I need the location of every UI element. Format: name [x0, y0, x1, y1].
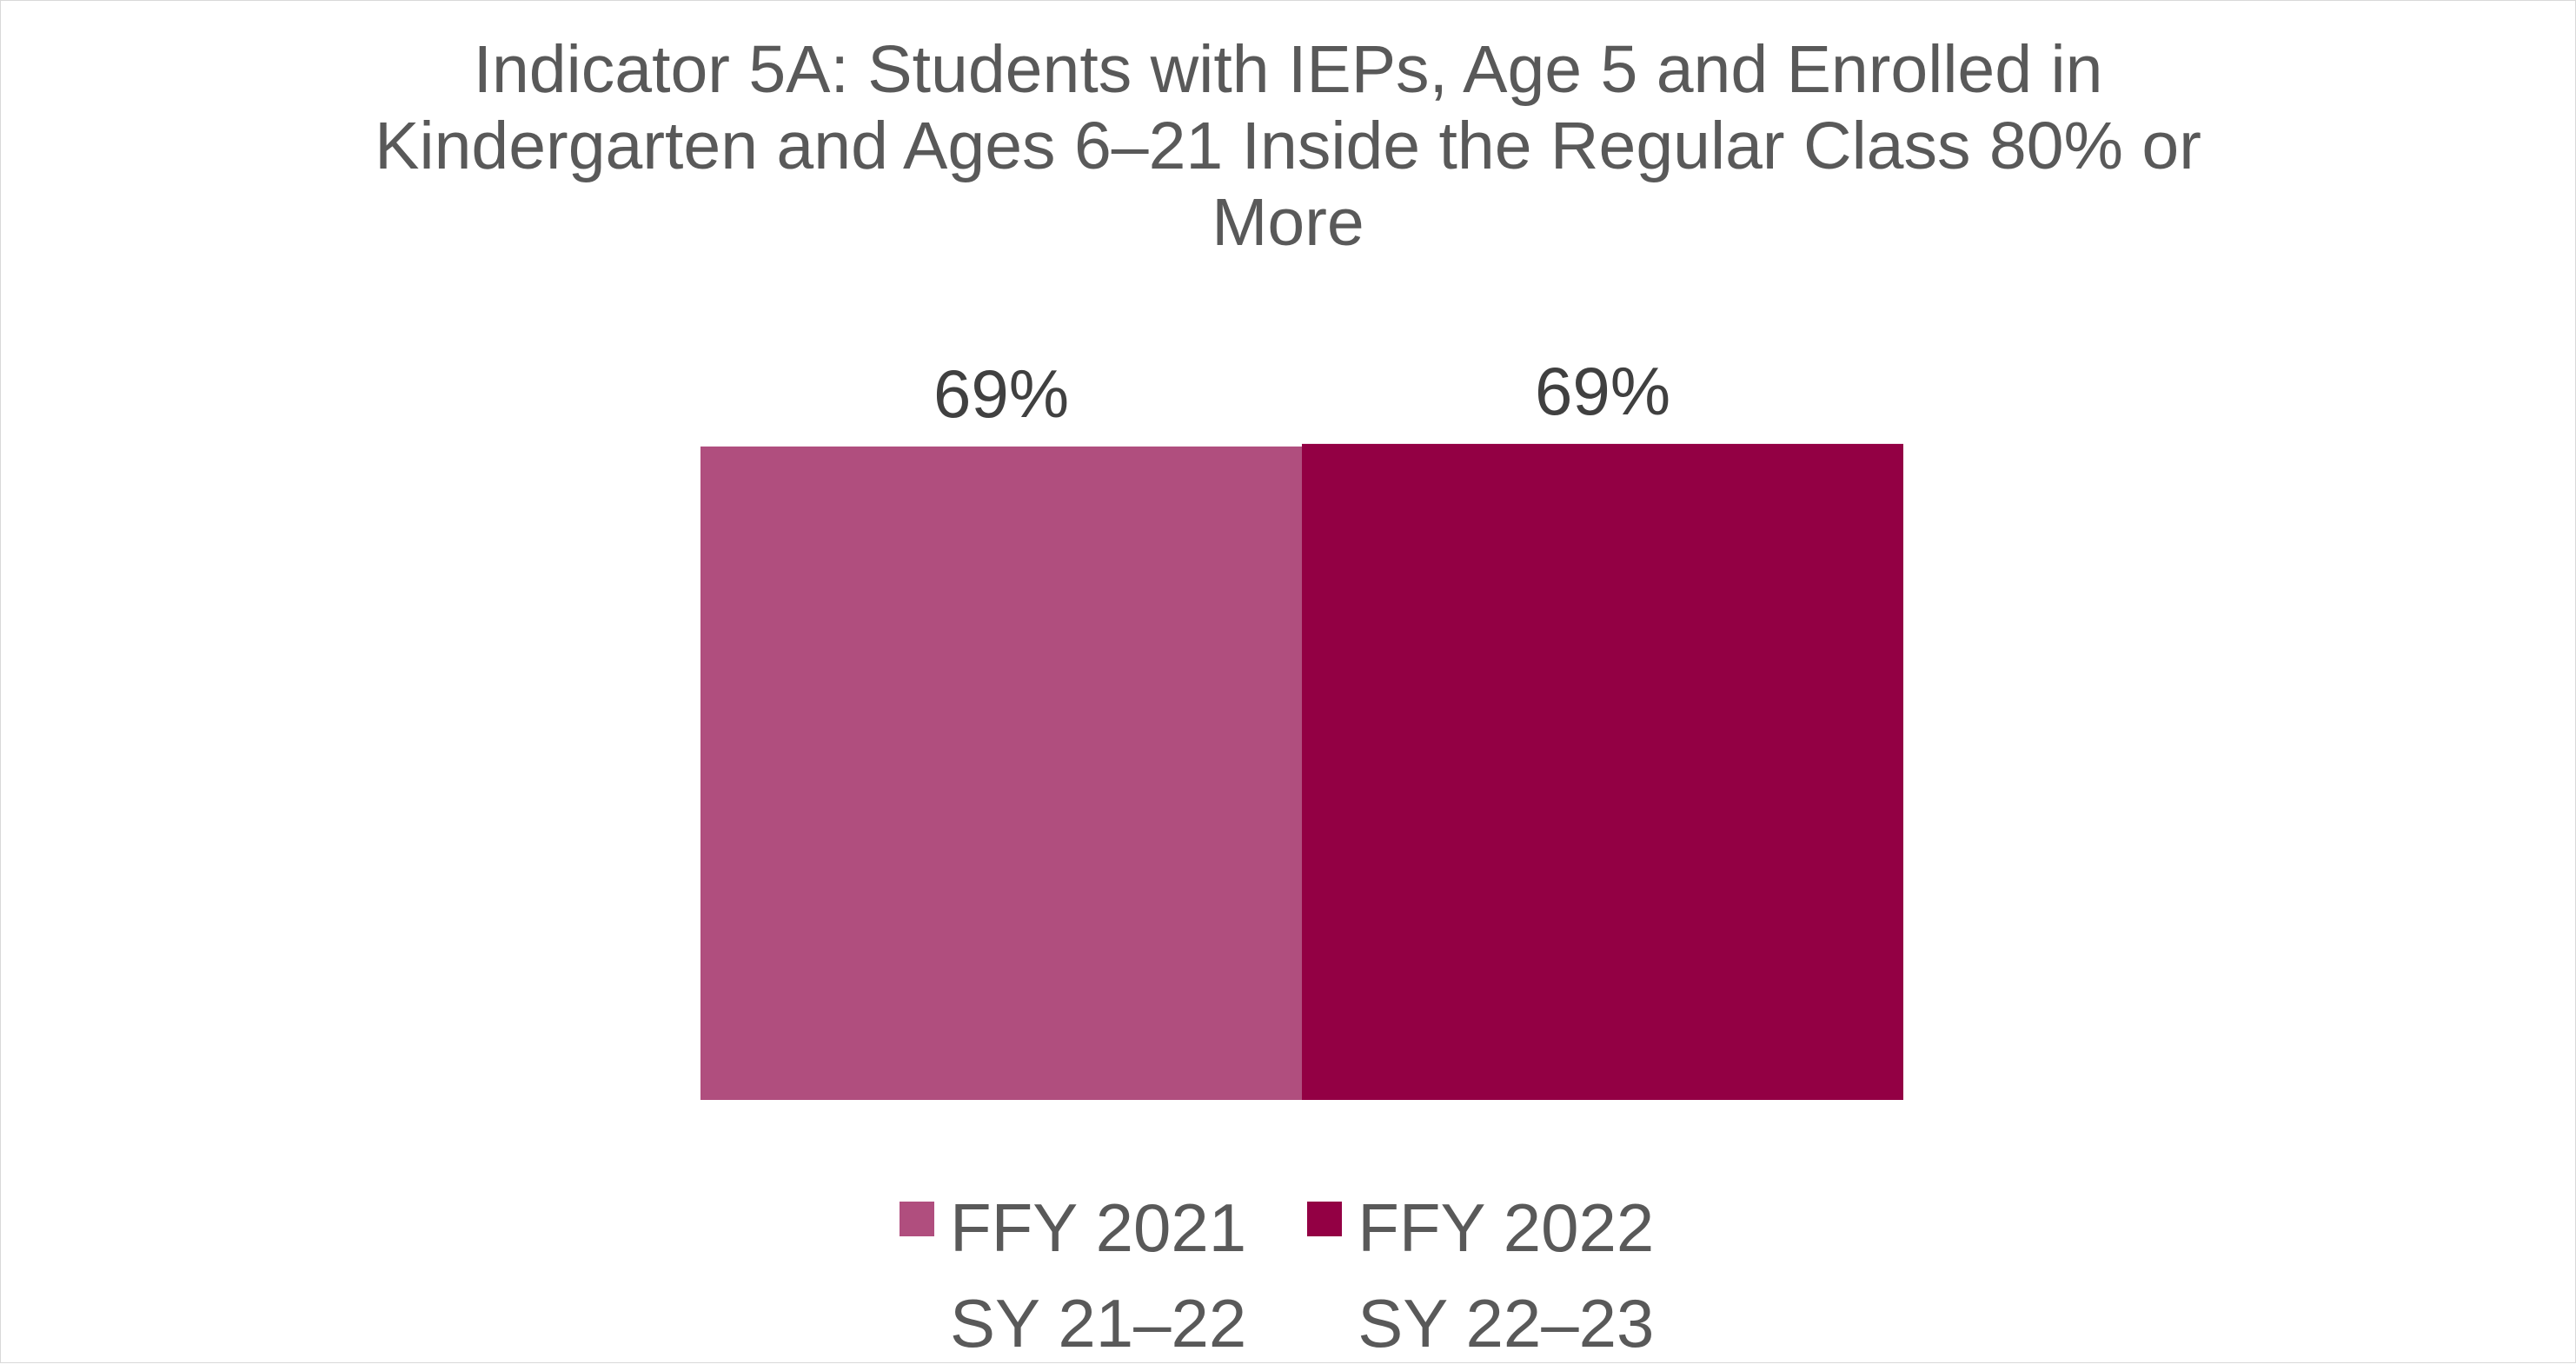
legend-item-ffy-2022: FFY 2022 SY 22–23 — [1307, 1180, 1654, 1371]
legend-label-ffy-2021-line-2: SY 21–22 — [950, 1285, 1247, 1361]
chart-title-line-1: Indicator 5A: Students with IEPs, Age 5 … — [473, 32, 2103, 107]
data-label-2: 69% — [1535, 353, 1670, 429]
bar-2 — [1302, 443, 1903, 1100]
bar-1 — [700, 446, 1302, 1100]
legend-label-ffy-2022-line-1: FFY 2022 — [1358, 1189, 1655, 1266]
chart-title-line-2: Kindergarten and Ages 6–21 Inside the Re… — [375, 109, 2201, 183]
legend-label-ffy-2021: FFY 2021 SY 21–22 — [950, 1180, 1246, 1371]
legend-label-ffy-2022: FFY 2022 SY 22–23 — [1358, 1180, 1654, 1371]
data-label-1: 69% — [933, 355, 1069, 432]
legend-swatch-ffy-2021 — [900, 1202, 934, 1236]
chart-legend: FFY 2021 SY 21–22 FFY 2022 SY 22–23 — [900, 1180, 1654, 1371]
legend-label-ffy-2022-line-2: SY 22–23 — [1358, 1285, 1655, 1361]
chart-title-line-3: More — [1212, 185, 1364, 260]
legend-item-ffy-2021: FFY 2021 SY 21–22 — [900, 1180, 1246, 1371]
legend-swatch-ffy-2022 — [1307, 1202, 1343, 1236]
legend-label-ffy-2021-line-1: FFY 2021 — [950, 1189, 1247, 1266]
chart-title: Indicator 5A: Students with IEPs, Age 5 … — [0, 31, 2576, 261]
